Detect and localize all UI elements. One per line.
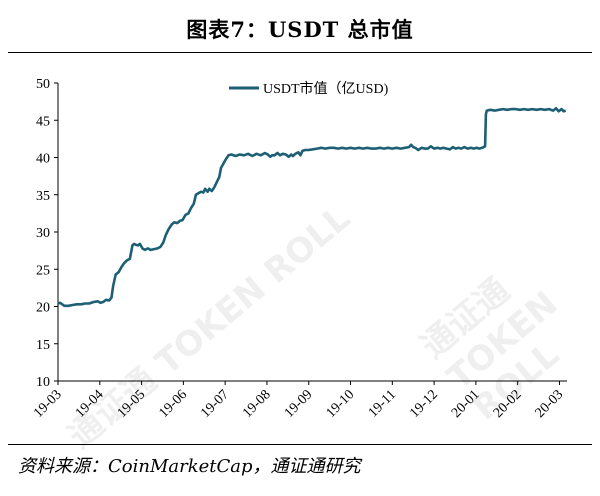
x-tick-label: 19-11	[366, 387, 399, 420]
x-tick-label: 19-12	[407, 387, 441, 421]
x-tick-label: 19-07	[198, 387, 232, 421]
series-group	[57, 107, 567, 308]
x-tick-label: 19-03	[31, 387, 65, 421]
source-note: 资料来源：CoinMarketCap，通证通研究	[18, 456, 361, 477]
y-tick-label: 40	[36, 152, 50, 167]
chart-title: 图表7：USDT 总市值	[186, 17, 414, 42]
x-tick-label: 19-09	[282, 387, 316, 421]
y-tick-label: 50	[36, 77, 50, 92]
x-tick-label: 19-04	[73, 387, 107, 421]
bottom-rule	[8, 444, 592, 445]
y-tick-label: 25	[36, 263, 50, 278]
y-tick-label: 30	[36, 226, 50, 241]
y-tick-label: 15	[36, 338, 50, 353]
x-tick-label: 20-02	[491, 387, 525, 421]
legend: USDT市值（亿USD)	[229, 80, 389, 97]
x-tick-label: 19-05	[115, 387, 149, 421]
x-tick-label: 20-03	[533, 387, 567, 421]
top-rule	[8, 52, 592, 53]
y-tick-label: 45	[36, 114, 50, 129]
legend-label: USDT市值（亿USD)	[263, 80, 389, 97]
x-tick-label: 20-01	[449, 387, 483, 421]
series-line-usdt	[57, 107, 567, 308]
x-tick-label: 19-10	[324, 387, 358, 421]
x-tick-label: 19-06	[156, 387, 190, 421]
y-tick-label: 20	[36, 301, 50, 316]
y-tick-label: 35	[36, 189, 50, 204]
y-tick-label: 10	[36, 375, 50, 390]
x-tick-label: 19-08	[240, 387, 274, 421]
